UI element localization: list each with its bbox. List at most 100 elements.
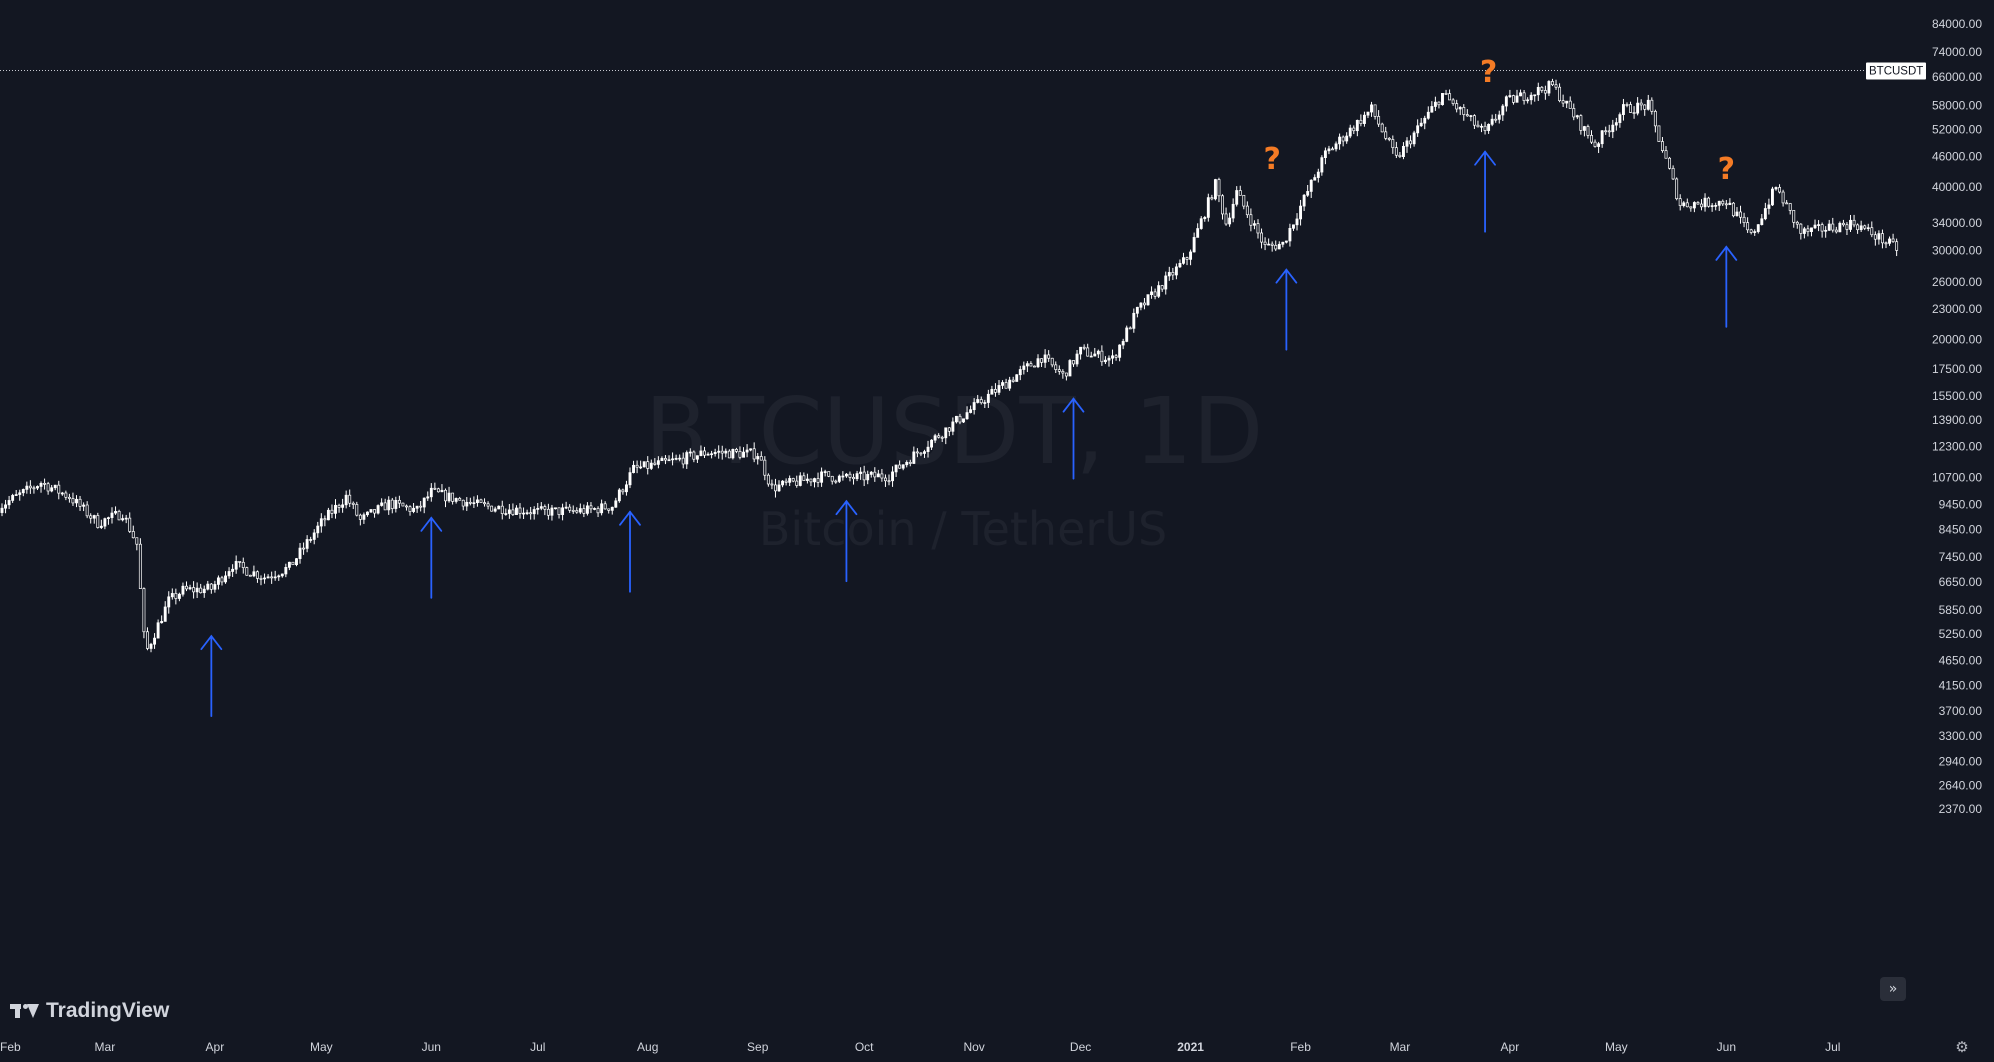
candle: [923, 449, 926, 458]
candle: [110, 507, 114, 524]
candle: [1433, 96, 1437, 111]
candle: [1292, 224, 1295, 231]
up-arrow-icon: [200, 634, 223, 718]
candle: [1817, 220, 1821, 232]
candle: [415, 505, 419, 513]
candle: [206, 580, 210, 591]
candle: [515, 505, 518, 515]
candle: [1458, 106, 1462, 116]
candle: [291, 561, 295, 566]
candle: [1731, 201, 1735, 218]
candle: [351, 501, 355, 510]
candle: [692, 450, 696, 463]
price-tick-label: 26000.00: [1932, 275, 1982, 289]
candle: [738, 446, 742, 460]
candle: [554, 507, 557, 510]
candle: [852, 473, 855, 485]
candle: [1100, 345, 1104, 366]
candle: [873, 467, 877, 482]
time-axis[interactable]: Feb Mar Apr May Jun Jul Aug Sep Oct Nov Dec 2021 Feb…: [0, 1040, 1840, 1054]
candle: [174, 588, 178, 605]
candle: [500, 500, 504, 520]
candle: [1895, 238, 1899, 257]
candle: [177, 592, 181, 602]
candle: [475, 495, 479, 507]
candle: [1792, 210, 1796, 228]
candle: [1540, 86, 1544, 93]
candle: [216, 575, 220, 590]
candle: [1267, 238, 1271, 246]
candle: [365, 511, 369, 517]
candle: [1870, 221, 1874, 238]
candle: [149, 642, 153, 653]
candle: [199, 583, 203, 594]
candle: [1834, 226, 1838, 234]
candle: [1409, 135, 1413, 149]
candle: [195, 582, 199, 599]
candle: [1728, 198, 1732, 206]
candle: [220, 575, 224, 586]
candle: [1820, 222, 1824, 238]
candle: [1650, 97, 1654, 115]
price-axis[interactable]: 84000.00 74000.00 66000.00 58000.00 52000.00…: [1932, 17, 1982, 816]
candle: [1799, 223, 1803, 240]
candle: [252, 565, 256, 578]
candle: [766, 473, 770, 487]
candle: [781, 480, 785, 488]
candle: [1685, 198, 1689, 208]
candle: [28, 480, 32, 494]
candle: [1146, 294, 1150, 306]
candle: [678, 454, 682, 462]
candle: [617, 488, 621, 503]
candle: [1199, 216, 1203, 230]
candle: [472, 496, 476, 508]
candle: [596, 506, 600, 518]
candle: [752, 442, 756, 463]
candle: [121, 514, 125, 522]
candle: [1316, 168, 1320, 183]
candle: [1682, 201, 1686, 208]
candle: [731, 448, 735, 460]
time-tick-label: Dec: [1070, 1040, 1091, 1054]
candle: [1646, 94, 1650, 111]
candle: [1213, 178, 1217, 201]
chart-settings-button[interactable]: ⚙: [1953, 1038, 1971, 1056]
price-tick-label: 46000.00: [1932, 149, 1982, 163]
candle: [610, 506, 614, 515]
candle: [1348, 124, 1352, 139]
candle: [284, 563, 288, 578]
candle: [983, 399, 987, 408]
candle: [1270, 241, 1274, 252]
candle: [564, 501, 568, 510]
candle: [483, 498, 486, 507]
price-tick-label: 74000.00: [1932, 45, 1982, 59]
candle: [589, 502, 593, 514]
candle: [1323, 147, 1327, 165]
tradingview-logo[interactable]: TradingView: [10, 999, 169, 1023]
candle: [1884, 241, 1888, 249]
candle: [1710, 203, 1714, 212]
candle: [944, 427, 948, 445]
scroll-to-realtime-button[interactable]: »: [1880, 977, 1906, 1001]
candle: [1203, 215, 1207, 222]
candle: [380, 498, 384, 507]
candlestick-series: [0, 78, 1899, 653]
candle: [862, 465, 866, 487]
candle: [163, 601, 167, 622]
candle: [1859, 220, 1863, 233]
candle: [891, 466, 894, 487]
candle: [958, 413, 962, 425]
price-tick-label: 9450.00: [1939, 498, 1983, 512]
candle: [433, 482, 437, 491]
candle: [1125, 325, 1129, 343]
candle: [1802, 226, 1806, 239]
candle: [213, 580, 217, 593]
price-tick-label: 4150.00: [1939, 679, 1983, 693]
candle: [1313, 174, 1317, 181]
candle: [1778, 184, 1781, 194]
candle: [444, 488, 447, 508]
candle: [1189, 249, 1193, 266]
candle: [1593, 139, 1597, 148]
candle: [809, 478, 813, 487]
